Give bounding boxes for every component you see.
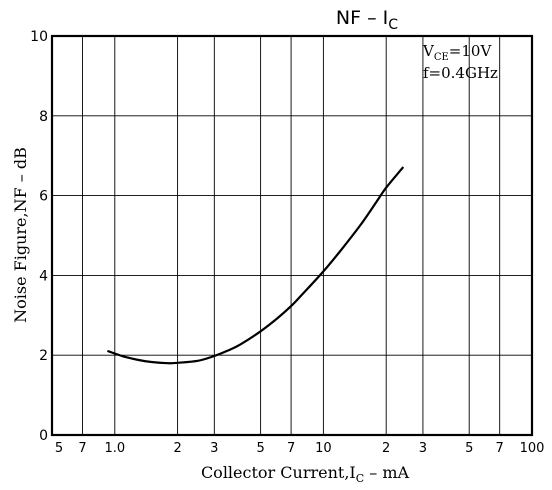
grid (51, 35, 533, 436)
annotation-line-1: VCE=10V (422, 42, 492, 63)
x-tick-label: 7 (78, 441, 86, 456)
y-tick-label: 8 (39, 109, 48, 125)
y-tick-label: 10 (30, 29, 48, 45)
conditions-annotation: VCE=10V f=0.4GHz (422, 42, 498, 82)
y-axis-label: Noise Figure,NF – dB (11, 147, 30, 323)
y-tick-label: 2 (39, 348, 48, 364)
x-tick-label: 7 (287, 441, 295, 456)
y-tick-label: 4 (39, 268, 48, 284)
chart-title: NF – IC (336, 7, 398, 33)
y-tick-label: 0 (39, 428, 48, 444)
x-tick-label: 5 (465, 441, 473, 456)
x-axis-label: Collector Current,IC – mA (201, 463, 410, 485)
x-tick-label: 100 (520, 441, 545, 456)
x-tick-label: 7 (496, 441, 504, 456)
x-tick-label: 3 (419, 441, 427, 456)
x-tick-label: 2 (173, 441, 181, 456)
x-tick-labels: 5 7 1.0 2 3 5 7 10 2 3 5 7 100 (55, 441, 545, 456)
annotation-line-2: f=0.4GHz (423, 64, 498, 82)
y-tick-label: 6 (39, 189, 48, 205)
x-tick-label: 3 (210, 441, 218, 456)
y-tick-labels: 0 2 4 6 8 10 (30, 29, 48, 444)
series-line-0 (107, 166, 404, 365)
series-layer (107, 166, 404, 365)
plot-frame (50, 34, 534, 437)
x-tick-label: 5 (55, 441, 63, 456)
x-tick-label: 5 (256, 441, 264, 456)
x-tick-label: 2 (382, 441, 390, 456)
x-tick-label: 1.0 (104, 441, 125, 456)
x-tick-label: 10 (315, 441, 332, 456)
